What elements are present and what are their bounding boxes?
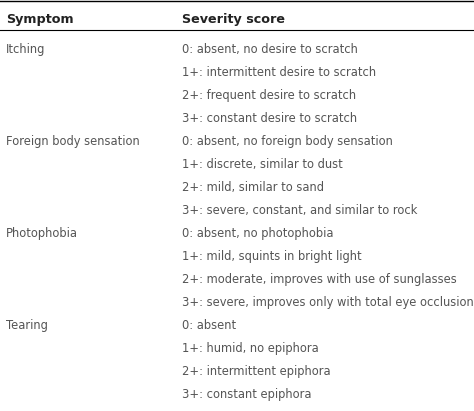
Text: 2+: moderate, improves with use of sunglasses: 2+: moderate, improves with use of sungl… — [182, 273, 457, 286]
Text: 3+: constant epiphora: 3+: constant epiphora — [182, 388, 312, 402]
Text: 0: absent: 0: absent — [182, 319, 237, 332]
Text: Tearing: Tearing — [6, 319, 47, 332]
Text: Foreign body sensation: Foreign body sensation — [6, 135, 139, 148]
Text: Itching: Itching — [6, 43, 45, 56]
Text: 2+: intermittent epiphora: 2+: intermittent epiphora — [182, 365, 331, 379]
Text: 1+: discrete, similar to dust: 1+: discrete, similar to dust — [182, 158, 343, 171]
Text: Photophobia: Photophobia — [6, 227, 78, 240]
Text: 3+: severe, constant, and similar to rock: 3+: severe, constant, and similar to roc… — [182, 204, 418, 217]
Text: Symptom: Symptom — [6, 13, 73, 26]
Text: 2+: mild, similar to sand: 2+: mild, similar to sand — [182, 181, 325, 194]
Text: Severity score: Severity score — [182, 13, 285, 26]
Text: 1+: mild, squints in bright light: 1+: mild, squints in bright light — [182, 250, 362, 263]
Text: 0: absent, no photophobia: 0: absent, no photophobia — [182, 227, 334, 240]
Text: 3+: constant desire to scratch: 3+: constant desire to scratch — [182, 112, 357, 125]
Text: 0: absent, no desire to scratch: 0: absent, no desire to scratch — [182, 43, 358, 56]
Text: 0: absent, no foreign body sensation: 0: absent, no foreign body sensation — [182, 135, 393, 148]
Text: 3+: severe, improves only with total eye occlusion: 3+: severe, improves only with total eye… — [182, 296, 474, 309]
Text: 2+: frequent desire to scratch: 2+: frequent desire to scratch — [182, 89, 356, 102]
Text: 1+: intermittent desire to scratch: 1+: intermittent desire to scratch — [182, 66, 377, 79]
Text: 1+: humid, no epiphora: 1+: humid, no epiphora — [182, 342, 319, 356]
